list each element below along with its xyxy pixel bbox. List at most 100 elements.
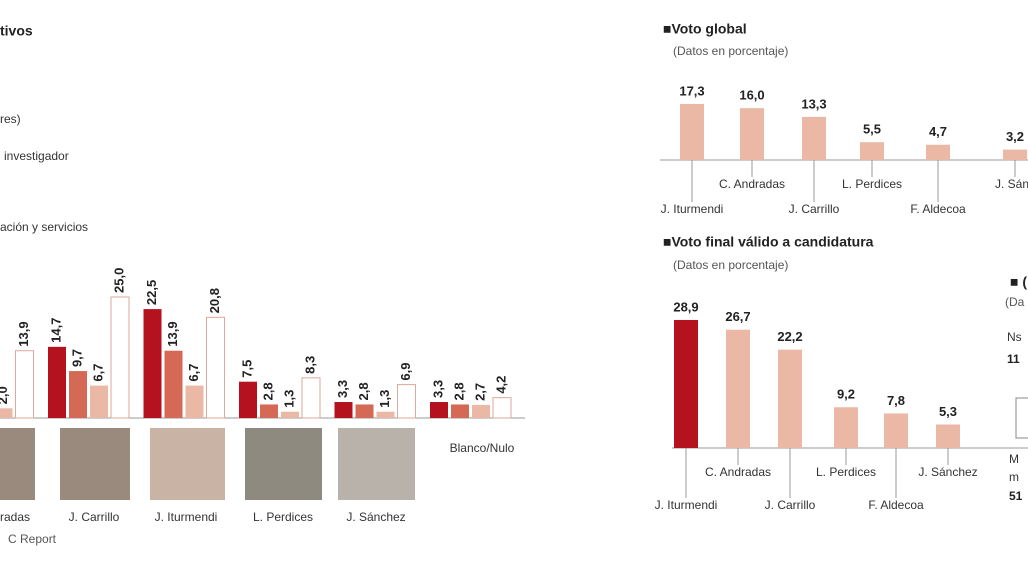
value-label: 6,9 [398,363,413,381]
value-label: 13,3 [801,96,826,111]
value-label: 1,3 [281,390,296,408]
value-label: 13,9 [16,321,31,346]
bar [15,350,34,419]
panel-subtitle: (Da [1005,295,1025,309]
bar [164,350,183,418]
value-label: 6,7 [186,363,201,381]
photo [245,428,322,500]
bar [492,397,512,419]
category-label: L. Perdices [816,465,876,479]
bar [239,381,257,418]
value-label: 7,8 [887,393,905,408]
value-label: 20,8 [207,288,222,313]
panel-text: M [1009,452,1019,466]
value-label: 2,8 [451,382,466,400]
bar [376,411,395,418]
category-label: J. Iturmendi [655,498,718,512]
value-label: 4,7 [929,124,947,139]
chart-subtitle: (Datos en porcentaje) [673,44,788,58]
bar [260,404,278,418]
bar [185,385,204,418]
value-label: 7,5 [239,360,254,378]
value-label: 2,7 [472,383,487,401]
bar [884,413,908,448]
value-label: 4,2 [493,376,508,394]
bar [355,404,374,418]
chart-subtitle: (Datos en porcentaje) [673,258,788,272]
category-label: F. Aldecoa [868,498,924,512]
value-label: 2,0 [0,386,10,404]
bar [206,316,225,419]
bar [926,144,950,160]
value-label: 5,5 [863,122,881,137]
legend-entry: investigador [4,149,69,163]
category-label: C. Andradas [705,465,771,479]
chart-title: ■Voto final válido a candidatura [663,234,874,250]
bar [860,142,884,160]
bar [472,404,490,418]
value-label: 2,8 [260,382,275,400]
value-label: 13,9 [165,321,180,346]
photo [150,428,225,500]
category-label: J. Iturmendi [155,510,218,524]
value-label: 17,3 [679,83,704,98]
category-label: J. Sánchez [918,465,977,479]
bar [674,319,698,448]
bar [90,385,108,418]
bar [451,404,469,418]
value-label: 14,7 [48,318,63,343]
bar [110,296,130,419]
source: C Report [8,532,57,546]
legend-entry: ación y servicios [0,220,88,234]
bar [143,309,162,418]
category-label: J. Sánc [995,177,1028,191]
category-label: L. Perdices [842,177,902,191]
bar [680,103,704,160]
bar [834,407,858,448]
value-label: 8,3 [302,356,317,374]
value-label: 3,3 [430,380,445,398]
value-label: 25,0 [111,268,126,293]
bar [301,377,321,419]
bar [0,408,13,418]
bar [778,349,802,448]
panel-box [1015,397,1028,439]
category-label: L. Perdices [253,510,313,524]
value-label: 28,9 [673,299,698,314]
value-label: 6,7 [90,363,105,381]
panel-title: ■ ( [1010,274,1027,290]
value-label: 9,2 [837,387,855,402]
bar [334,402,353,418]
panel-text: Ns [1007,330,1022,344]
photo [338,428,415,500]
bar [1003,149,1027,160]
photo [0,428,35,500]
category-label: F. Aldecoa [910,202,966,216]
category-label: radas [0,510,30,524]
value-label: 22,2 [777,329,802,344]
bar [69,371,87,418]
category-label: J. Carrillo [789,202,840,216]
category-label: J. Carrillo [69,510,120,524]
value-label: 22,5 [144,280,159,305]
category-label: C. Andradas [719,177,785,191]
value-label: 1,3 [377,390,392,408]
bar [726,329,750,448]
bar [281,411,299,418]
value-label: 16,0 [739,88,764,103]
category-label: J. Carrillo [765,498,816,512]
bar [936,424,960,448]
value-label: 9,7 [69,349,84,367]
category-label: J. Sánchez [346,510,405,524]
photos [0,428,415,500]
value-label: 26,7 [725,309,750,324]
legend-entry: res) [0,112,21,126]
panel-text: 11 [1007,352,1020,366]
panel-text: m [1009,470,1019,484]
photo [60,428,130,500]
category-label: Blanco/Nulo [450,441,515,455]
bar [740,108,764,160]
bar [430,402,448,418]
bar [802,116,826,160]
